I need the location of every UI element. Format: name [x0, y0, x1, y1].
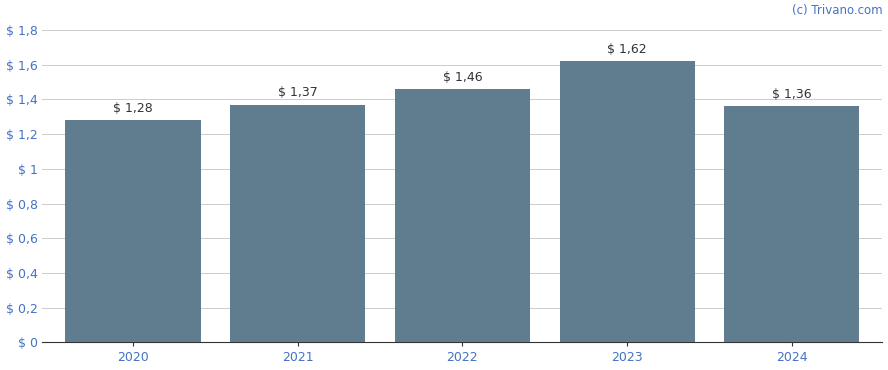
- Bar: [66, 120, 201, 342]
- Text: (c) Trivano.com: (c) Trivano.com: [792, 4, 883, 17]
- Bar: [725, 106, 860, 342]
- Text: $ 1,46: $ 1,46: [442, 71, 482, 84]
- Bar: [559, 61, 694, 342]
- Text: $ 1,36: $ 1,36: [772, 88, 812, 101]
- Text: $ 1,28: $ 1,28: [113, 102, 153, 115]
- Bar: [230, 105, 365, 342]
- Bar: [395, 89, 530, 342]
- Text: $ 1,62: $ 1,62: [607, 43, 647, 56]
- Text: $ 1,37: $ 1,37: [278, 86, 318, 100]
